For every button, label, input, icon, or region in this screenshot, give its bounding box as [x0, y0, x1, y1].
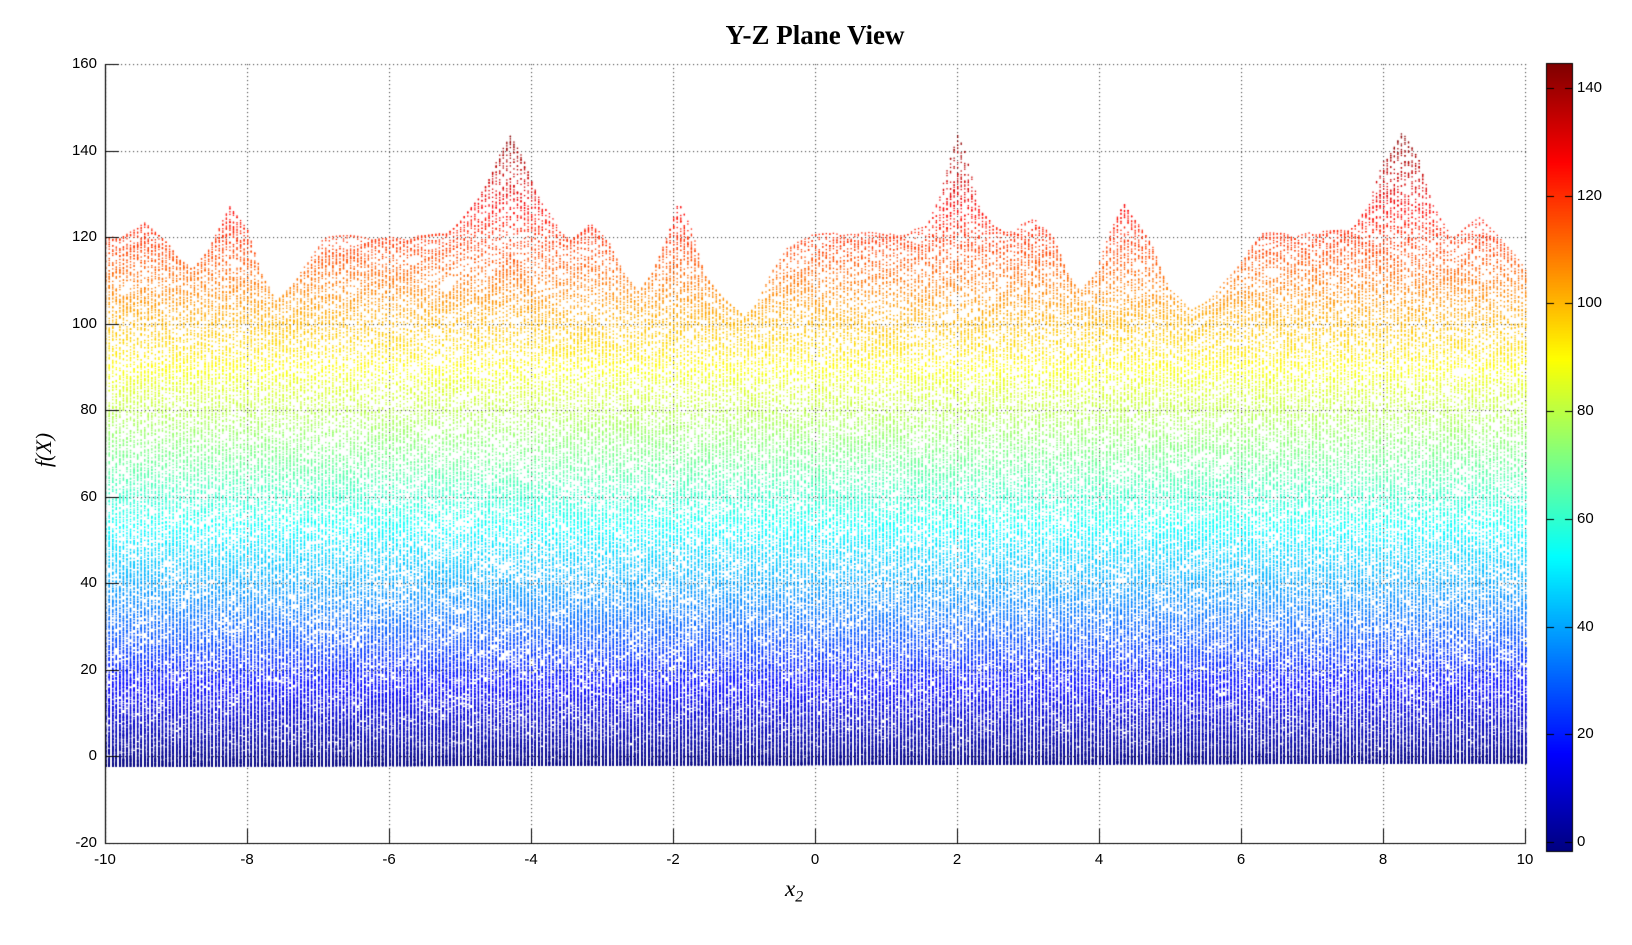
colorbar-tick-label: 100	[1577, 294, 1603, 312]
x-tick-label: 0	[810, 851, 820, 868]
x-tick-label: 8	[1378, 851, 1388, 868]
x-tick-label: -10	[94, 851, 116, 868]
x-tick-label: 10	[1516, 851, 1534, 868]
y-tick-label: -20	[75, 834, 97, 851]
y-tick-label: 60	[80, 487, 97, 505]
x-tick-label: 6	[1236, 851, 1246, 868]
x-tick-label: 4	[1094, 851, 1104, 868]
x-axis-label: x2	[785, 876, 804, 906]
y-tick-label: 140	[71, 141, 97, 159]
colorbar	[1546, 63, 1573, 852]
y-tick-label: 120	[71, 228, 97, 246]
y-tick-label: 160	[71, 55, 97, 72]
x-tick-label: 2	[952, 851, 962, 868]
colorbar-tick-label: 120	[1577, 186, 1603, 204]
colorbar-tick-label: 0	[1577, 833, 1586, 850]
y-tick-label: 0	[88, 747, 97, 765]
colorbar-tick-label: 140	[1577, 79, 1603, 96]
x-tick-label: -2	[666, 851, 680, 868]
colorbar-tick-label: 80	[1577, 402, 1594, 420]
x-tick-label: -8	[240, 851, 254, 868]
colorbar-tick-label: 60	[1577, 509, 1594, 527]
y-tick-label: 100	[71, 314, 97, 332]
chart-title: Y-Z Plane View	[725, 20, 905, 50]
colorbar-tick-label: 40	[1577, 617, 1594, 635]
x-tick-label: -6	[382, 851, 396, 868]
x-tick-label: -4	[524, 851, 538, 868]
colorbar-tick-label: 20	[1577, 725, 1594, 743]
y-tick-label: 80	[80, 401, 97, 419]
y-tick-label: 20	[80, 660, 97, 678]
y-tick-label: 40	[80, 574, 97, 592]
